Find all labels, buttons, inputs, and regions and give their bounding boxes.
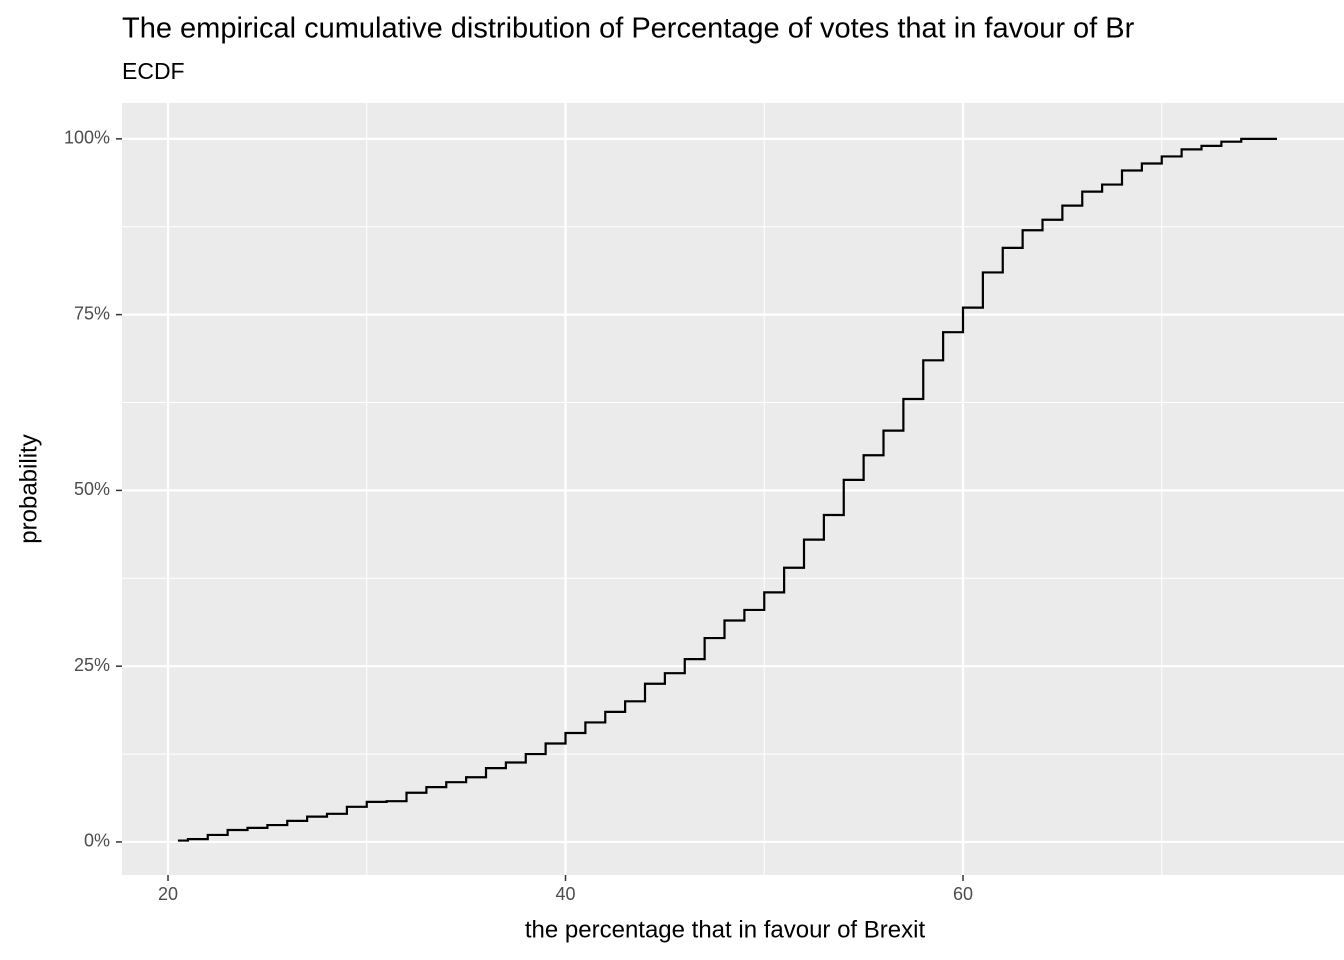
y-tick-label: 75% — [74, 303, 110, 323]
y-tick-label: 50% — [74, 479, 110, 499]
panel — [122, 103, 1344, 875]
ecdf-line — [177, 137, 1278, 842]
x-tick-label: 40 — [555, 884, 575, 904]
grid — [122, 103, 1344, 875]
y-tick-label: 25% — [74, 655, 110, 675]
y-tick-label: 100% — [64, 128, 110, 148]
chart-title: The empirical cumulative distribution of… — [122, 13, 1135, 45]
plot — [177, 137, 1278, 842]
x-tick-label: 20 — [158, 884, 178, 904]
x-axis-title: the percentage that in favour of Brexit — [525, 916, 926, 943]
y-tick-label: 0% — [84, 831, 110, 851]
y-axis-title: probability — [15, 434, 42, 543]
chart-subtitle: ECDF — [122, 58, 185, 84]
x-tick-label: 60 — [953, 884, 973, 904]
